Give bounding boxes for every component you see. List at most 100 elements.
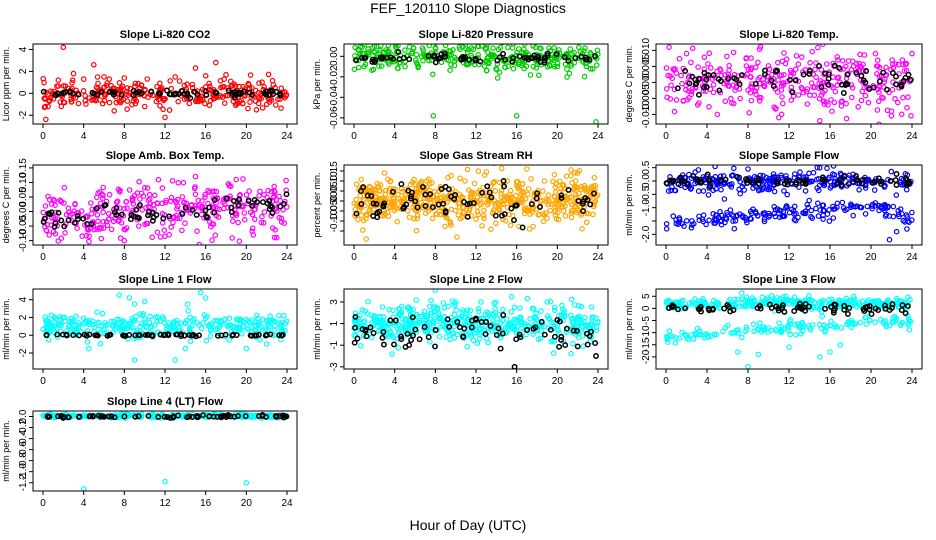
data-point	[145, 197, 152, 204]
data-point	[211, 209, 218, 216]
data-point	[755, 175, 762, 182]
data-point	[259, 79, 265, 86]
data-point	[700, 88, 707, 94]
data-point	[232, 102, 239, 109]
data-point	[712, 220, 719, 226]
data-point	[802, 180, 809, 187]
y-tick-label: -0.4	[18, 430, 29, 448]
data-point	[368, 193, 375, 200]
data-point	[362, 326, 369, 333]
data-point	[280, 312, 287, 319]
data-point	[222, 200, 228, 207]
data-point	[450, 330, 457, 337]
data-point	[161, 227, 168, 234]
data-point	[908, 113, 914, 119]
data-points-group	[663, 290, 914, 369]
data-point	[426, 44, 433, 49]
data-point	[479, 189, 486, 196]
data-point	[432, 289, 439, 293]
data-point	[745, 166, 751, 172]
data-point	[136, 332, 143, 339]
data-point	[464, 213, 471, 220]
data-point	[568, 208, 575, 214]
data-point	[237, 91, 244, 98]
data-point	[564, 66, 570, 72]
data-point	[61, 314, 68, 321]
data-point	[675, 299, 681, 306]
data-point	[71, 412, 77, 419]
data-point	[189, 207, 196, 214]
data-point	[173, 212, 180, 219]
data-point	[361, 55, 368, 61]
data-points-group	[40, 411, 290, 491]
data-point	[789, 89, 796, 96]
data-point	[509, 58, 516, 65]
data-point	[805, 204, 812, 211]
data-point	[844, 311, 851, 317]
y-tick-label: 0.00	[329, 46, 340, 66]
data-point	[202, 73, 209, 79]
data-point	[884, 86, 890, 93]
data-point	[60, 413, 67, 420]
data-point	[560, 182, 567, 189]
data-point	[499, 330, 506, 337]
data-point	[68, 98, 75, 105]
data-point	[202, 88, 209, 95]
data-point	[742, 328, 748, 335]
data-point	[199, 96, 206, 103]
data-point	[860, 306, 867, 313]
data-point	[199, 198, 205, 204]
data-point	[668, 82, 674, 89]
data-point	[765, 63, 772, 69]
data-point	[135, 413, 142, 420]
data-point	[522, 327, 528, 333]
data-point	[787, 331, 794, 338]
data-point	[857, 51, 863, 58]
data-point	[157, 234, 164, 240]
data-point	[576, 313, 583, 320]
y-tick-label: 0.10	[18, 172, 29, 192]
data-point	[904, 218, 911, 225]
data-point	[564, 196, 571, 203]
data-point	[798, 54, 805, 60]
data-point	[865, 176, 872, 183]
data-point	[853, 60, 860, 67]
data-point	[389, 191, 396, 198]
data-point	[491, 179, 498, 185]
data-point	[462, 314, 469, 321]
data-point	[123, 225, 130, 231]
data-point	[773, 105, 779, 112]
data-point	[688, 225, 695, 231]
data-point	[768, 292, 775, 299]
data-point	[496, 69, 503, 76]
data-point	[166, 213, 173, 220]
data-point	[508, 309, 515, 315]
data-point	[206, 413, 213, 420]
data-point	[189, 81, 196, 88]
data-point	[568, 167, 574, 173]
data-point	[578, 53, 585, 60]
data-point	[675, 306, 681, 313]
data-point	[88, 211, 95, 217]
data-point	[256, 413, 262, 420]
data-point	[518, 191, 524, 197]
data-point	[906, 179, 913, 186]
data-point	[514, 317, 521, 324]
data-point	[409, 189, 415, 196]
data-point	[816, 95, 823, 102]
data-point	[663, 180, 670, 187]
data-point	[230, 89, 237, 96]
data-point	[907, 77, 914, 83]
data-point	[73, 325, 79, 331]
data-point	[124, 85, 131, 91]
data-point	[447, 336, 454, 343]
data-point	[428, 297, 434, 304]
data-point	[384, 54, 391, 61]
data-point	[756, 98, 763, 104]
data-point	[523, 207, 529, 214]
data-point	[562, 39, 566, 43]
data-point	[479, 223, 485, 229]
data-point	[483, 319, 490, 325]
data-point	[57, 320, 63, 327]
